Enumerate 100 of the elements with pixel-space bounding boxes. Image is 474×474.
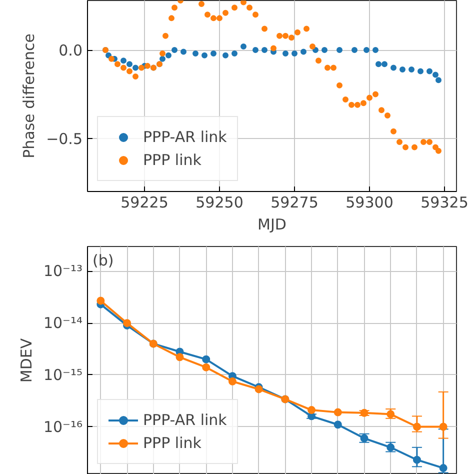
point [96, 296, 105, 305]
point [342, 96, 348, 103]
point [336, 47, 342, 54]
point [270, 45, 276, 52]
point [232, 4, 238, 11]
point [324, 64, 330, 71]
point [204, 12, 210, 18]
point [439, 464, 448, 472]
y-axis-title: MDEV [17, 338, 36, 383]
point [202, 52, 208, 58]
point [372, 91, 378, 98]
point [202, 355, 210, 364]
point [366, 94, 372, 101]
point [288, 34, 294, 41]
point [120, 64, 126, 71]
point [316, 58, 322, 64]
point [202, 363, 210, 372]
point [322, 47, 328, 54]
point [292, 50, 298, 57]
point [276, 32, 282, 39]
y-axis-title: Phase difference [20, 34, 38, 158]
point [390, 128, 396, 134]
point [352, 47, 358, 54]
point [162, 32, 168, 39]
y-tick-label: 10⁻¹⁵ [43, 366, 82, 384]
point [418, 68, 424, 74]
point [436, 148, 442, 154]
point [412, 422, 421, 431]
y-tick-label: 10⁻¹⁶ [43, 418, 82, 436]
point [308, 406, 316, 414]
point [222, 52, 228, 58]
point [400, 66, 406, 72]
legend-label: PPP link [143, 434, 202, 452]
point [166, 52, 172, 58]
point [222, 10, 228, 16]
x-tick-label: 59225 [120, 194, 168, 212]
point [382, 61, 388, 68]
point [192, 50, 198, 57]
y-tick-label: −0.5 [46, 130, 83, 148]
point [198, 1, 204, 8]
point [282, 50, 288, 57]
point [232, 50, 238, 57]
y-tick-label: 10⁻¹⁴ [43, 314, 82, 332]
x-tick-label: 59325 [420, 194, 468, 212]
point [132, 64, 138, 71]
point [412, 456, 421, 464]
y-tick-label: 10⁻¹³ [43, 262, 82, 280]
point [372, 47, 378, 54]
point [304, 26, 310, 32]
point [262, 26, 268, 32]
point [172, 47, 178, 54]
point [334, 420, 342, 429]
point [120, 58, 126, 64]
point [300, 48, 306, 55]
point [246, 4, 252, 11]
x-axis-title: MJD [258, 216, 286, 234]
point [114, 61, 120, 68]
annotation: (b) [92, 252, 114, 270]
point [262, 47, 268, 54]
point [126, 68, 132, 74]
point [378, 107, 384, 114]
legend-label: PPP-AR link [143, 128, 227, 146]
point [210, 15, 216, 22]
point [334, 408, 342, 416]
point [126, 61, 132, 68]
point [348, 102, 354, 108]
point [168, 15, 174, 22]
x-tick-label: 59250 [196, 194, 244, 212]
point [108, 56, 114, 62]
point [432, 72, 438, 78]
point [408, 66, 414, 72]
point [294, 29, 300, 36]
point [426, 138, 432, 145]
point [144, 62, 150, 69]
point [310, 43, 316, 50]
point [172, 4, 178, 11]
point [132, 74, 138, 80]
point [282, 32, 288, 39]
point [412, 144, 418, 150]
legend-label: PPP link [143, 151, 202, 169]
point [336, 82, 342, 88]
point [330, 64, 336, 71]
point [426, 68, 432, 74]
point [354, 102, 360, 108]
point [436, 77, 442, 84]
point [384, 112, 390, 118]
x-tick-label: 59300 [346, 194, 394, 212]
point [240, 43, 246, 50]
x-tick-label: 59275 [270, 194, 318, 212]
point [376, 61, 382, 68]
point [176, 353, 184, 362]
point [252, 12, 258, 18]
point [420, 138, 426, 145]
point [360, 100, 366, 106]
point [180, 48, 186, 55]
point [210, 50, 216, 57]
point [364, 47, 370, 54]
point [216, 15, 222, 22]
point [160, 50, 166, 57]
point [439, 422, 448, 431]
